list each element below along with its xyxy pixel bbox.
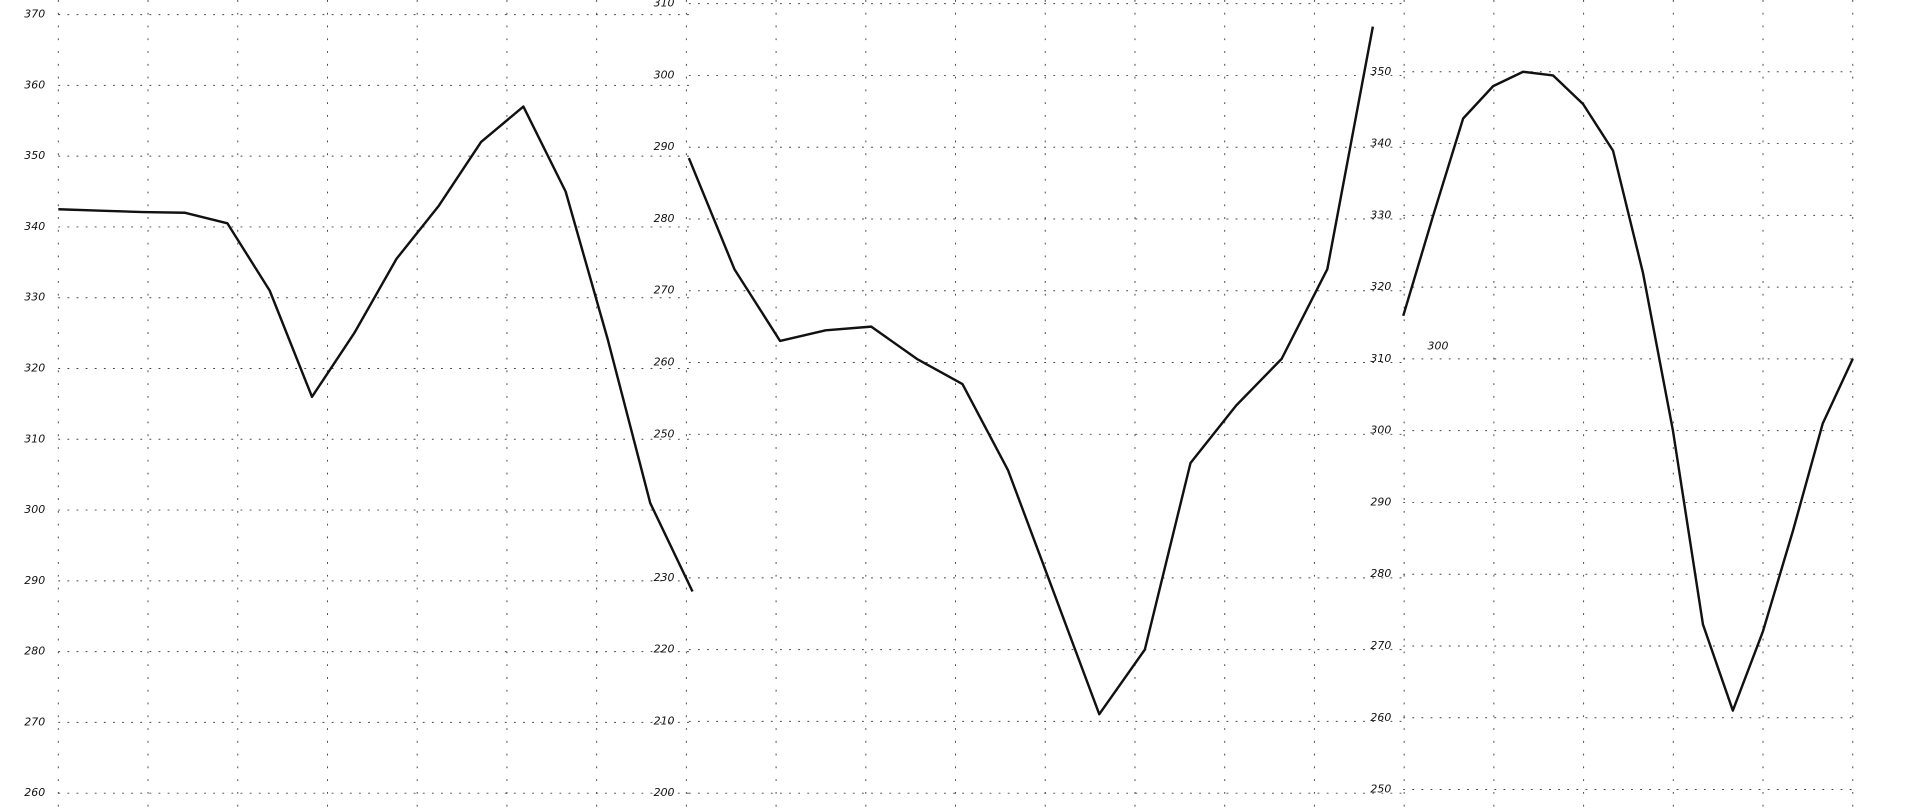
y-tick-label: 360	[24, 78, 45, 91]
data-line	[1402, 70, 1854, 712]
y-tick-label: 260	[654, 356, 675, 369]
data-line	[687, 26, 1375, 716]
y-tick-label: 260	[24, 786, 45, 799]
y-tick-label: 290	[24, 574, 45, 587]
y-tick-label: 280	[1370, 567, 1391, 580]
y-tick-label: 210	[654, 714, 675, 727]
y-tick-label: 310	[654, 0, 675, 10]
y-tick-label: 200	[654, 786, 675, 799]
y-tick-label: 250	[654, 427, 675, 440]
y-tick-label: 370	[24, 8, 45, 21]
y-tick-label: 300	[24, 503, 45, 516]
data-line	[58, 105, 694, 593]
y-tick-label: 300	[1370, 424, 1391, 437]
y-tick-label: 270	[24, 715, 45, 728]
y-tick-label: 330	[24, 291, 45, 304]
y-tick-label: 330	[1370, 208, 1391, 221]
y-tick-label: 260	[1370, 711, 1391, 724]
y-tick-label: 340	[1370, 137, 1391, 150]
y-tick-label: 310	[24, 432, 45, 445]
y-tick-label: 320	[24, 361, 45, 374]
y-tick-label: 250	[1370, 783, 1391, 796]
y-tick-label: 350	[1370, 65, 1391, 78]
y-tick-label: 300	[654, 68, 675, 81]
y-tick-label: 290	[1370, 495, 1391, 508]
y-tick-label: 310	[1370, 352, 1391, 365]
y-tick-label: 350	[24, 149, 45, 162]
y-tick-label: 280	[24, 645, 45, 658]
y-tick-label: 320	[1370, 280, 1391, 293]
y-tick-label: 280	[654, 212, 675, 225]
y-tick-label: 230	[654, 571, 675, 584]
y-tick-label: 340	[24, 220, 45, 233]
y-tick-label: 220	[654, 643, 675, 656]
y-tick-label: 270	[654, 284, 675, 297]
annotation: 300	[1428, 340, 1449, 353]
y-tick-label: 270	[1370, 639, 1391, 652]
y-tick-label: 290	[654, 140, 675, 153]
